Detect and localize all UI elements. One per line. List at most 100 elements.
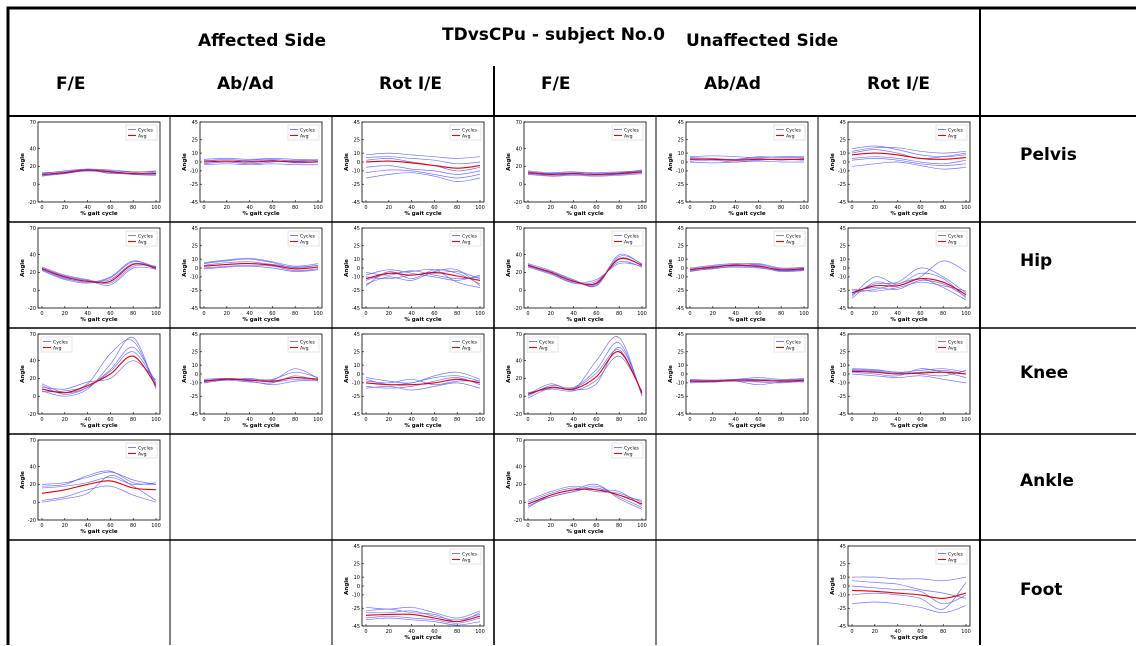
legend-box <box>935 548 968 565</box>
legend-box <box>935 336 968 353</box>
y-tick-label: -45 <box>352 624 360 630</box>
y-tick-label: -45 <box>190 200 198 206</box>
legend-label-cycles: Cycles <box>138 233 154 239</box>
x-axis-label: % gait cycle <box>404 317 441 323</box>
x-axis-label: % gait cycle <box>566 423 603 429</box>
x-tick-label: 0 <box>40 523 43 529</box>
y-tick-label: 25 <box>354 562 360 568</box>
series-line-avg <box>689 379 805 382</box>
y-tick-label: 25 <box>840 138 846 144</box>
x-tick-label: 20 <box>386 629 392 635</box>
series-line-cycle <box>41 485 157 503</box>
series-line-cycle <box>365 382 481 391</box>
y-tick-label: -20 <box>28 412 36 418</box>
y-tick-label: 70 <box>516 438 522 444</box>
series-line-cycle <box>365 165 481 175</box>
x-tick-label: 100 <box>151 205 161 211</box>
legend-label-cycles: Cycles <box>53 339 69 345</box>
y-axis-label: Angle <box>20 365 26 383</box>
y-tick-label: -25 <box>352 182 360 188</box>
y-tick-label: -10 <box>352 593 360 599</box>
y-tick-label: 10 <box>354 575 360 581</box>
x-axis-label: % gait cycle <box>80 317 117 323</box>
legend-box <box>773 124 806 141</box>
legend-box <box>287 230 320 247</box>
axes-frame <box>361 333 485 415</box>
legend-box <box>449 230 482 247</box>
legend-box <box>611 230 644 247</box>
series-line-cycle <box>365 617 481 626</box>
legend-label-cycles: Cycles <box>462 551 478 557</box>
series-line-cycle <box>41 471 157 485</box>
y-tick-label: 45 <box>678 332 684 338</box>
subplot-knee-unaffected-rotie: -45 -25 -10 0 10 25 45 0 20 40 60 80 100 % gait cycle… <box>830 332 971 429</box>
y-tick-label: 70 <box>516 332 522 338</box>
y-tick-label: 0 <box>519 288 522 294</box>
x-tick-label: 20 <box>62 205 68 211</box>
y-tick-label: -45 <box>676 306 684 312</box>
series-line-cycle <box>41 262 157 282</box>
x-tick-label: 20 <box>872 629 878 635</box>
y-tick-label: 0 <box>843 266 846 272</box>
y-tick-label: -10 <box>190 169 198 175</box>
x-tick-label: 0 <box>526 311 529 317</box>
legend-label-cycles: Cycles <box>300 233 316 239</box>
series-line-cycle <box>203 163 319 166</box>
y-tick-label: -45 <box>676 200 684 206</box>
x-tick-label: 20 <box>872 417 878 423</box>
legend-label-cycles: Cycles <box>948 551 964 557</box>
x-tick-label: 40 <box>84 523 90 529</box>
y-tick-label: 45 <box>192 226 198 232</box>
x-axis-label: % gait cycle <box>242 211 279 217</box>
x-tick-label: 80 <box>778 205 784 211</box>
subplot-knee-affected-rotie: -45 -25 -10 0 10 25 45 0 20 40 60 80 100 % gait cycle… <box>344 332 485 429</box>
y-tick-label: 10 <box>840 151 846 157</box>
series-line-avg <box>527 351 643 395</box>
y-tick-label: -10 <box>352 275 360 281</box>
y-axis-label: Angle <box>830 153 836 171</box>
x-tick-label: 40 <box>894 311 900 317</box>
x-tick-label: 80 <box>292 417 298 423</box>
x-axis-label: % gait cycle <box>242 423 279 429</box>
x-tick-label: 40 <box>732 205 738 211</box>
y-tick-label: 0 <box>843 584 846 590</box>
x-tick-label: 40 <box>408 311 414 317</box>
x-tick-label: 80 <box>454 417 460 423</box>
series-line-cycle <box>203 261 319 268</box>
subplot-pelvis-affected-abad: -45 -25 -10 0 10 25 45 0 20 40 60 80 100 % gait cycle… <box>182 120 323 217</box>
y-tick-label: 10 <box>192 151 198 157</box>
y-tick-label: -25 <box>676 288 684 294</box>
x-tick-label: 0 <box>364 629 367 635</box>
x-tick-label: 80 <box>454 205 460 211</box>
legend-label-cycles: Cycles <box>462 233 478 239</box>
subplot-pelvis-affected-rotie: -45 -25 -10 0 10 25 45 0 20 40 60 80 100 % gait cycle… <box>344 120 485 217</box>
y-axis-label: Angle <box>344 365 350 383</box>
y-tick-label: 25 <box>354 244 360 250</box>
legend-box <box>287 124 320 141</box>
series-line-cycle <box>41 346 157 395</box>
y-tick-label: -25 <box>352 288 360 294</box>
series-line-cycle <box>851 267 967 296</box>
subplot-hip-unaffected-rotie: -45 -25 -10 0 10 25 45 0 20 40 60 80 100 % gait cycle… <box>830 226 971 323</box>
x-axis-label: % gait cycle <box>566 317 603 323</box>
column-header-rot-affected: Rot I/E <box>379 74 442 94</box>
y-tick-label: 25 <box>192 138 198 144</box>
x-tick-label: 20 <box>710 311 716 317</box>
x-tick-label: 40 <box>246 417 252 423</box>
y-axis-label: Angle <box>668 153 674 171</box>
x-tick-label: 80 <box>940 629 946 635</box>
y-tick-label: 70 <box>30 226 36 232</box>
series-line-cycle <box>203 257 319 267</box>
y-tick-label: 25 <box>354 350 360 356</box>
legend-label-cycles: Cycles <box>624 445 640 451</box>
y-tick-label: 0 <box>357 266 360 272</box>
y-tick-label: 20 <box>30 482 36 488</box>
series-line-cycle <box>365 152 481 159</box>
series-line-cycle <box>851 161 967 170</box>
series-line-cycle <box>41 339 157 393</box>
y-tick-label: -10 <box>676 169 684 175</box>
x-axis-label: % gait cycle <box>80 529 117 535</box>
x-tick-label: 100 <box>475 311 485 317</box>
row-label-foot: Foot <box>1020 580 1063 600</box>
series-line-cycle <box>689 263 805 270</box>
